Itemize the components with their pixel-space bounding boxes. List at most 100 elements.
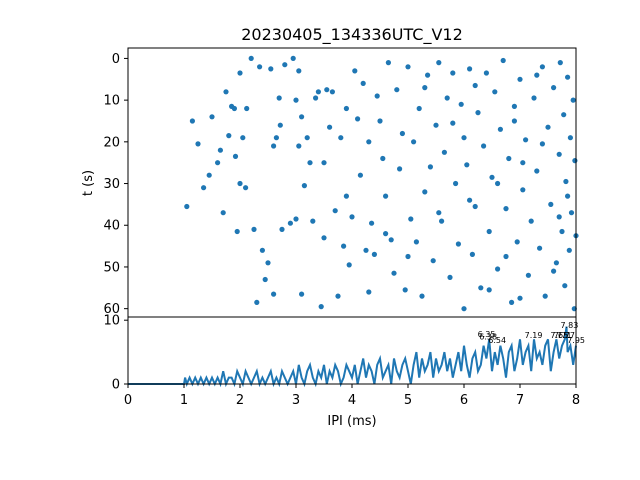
- raster-point: [413, 239, 419, 245]
- raster-point: [262, 276, 268, 283]
- raster-point: [209, 114, 215, 120]
- raster-point: [517, 76, 523, 82]
- raster-point: [481, 143, 487, 149]
- raster-point: [324, 87, 330, 93]
- raster-plot: 0 10 20 30 40 50 60 t (s): [81, 47, 579, 318]
- raster-point: [450, 120, 456, 126]
- raster-point: [399, 130, 405, 137]
- raster-point: [332, 208, 338, 214]
- ipi-x-tick-label: 8: [572, 393, 580, 408]
- raster-point: [184, 203, 190, 210]
- raster-point: [244, 105, 250, 112]
- ipi-x-tick-label: 5: [404, 393, 412, 408]
- ipi-series-line: [128, 326, 577, 388]
- raster-point: [234, 228, 240, 235]
- raster-point: [427, 164, 433, 170]
- raster-point: [450, 70, 456, 76]
- raster-point: [528, 218, 534, 224]
- raster-point: [380, 155, 386, 162]
- raster-point: [357, 172, 363, 178]
- raster-point: [251, 226, 257, 232]
- raster-point: [472, 203, 478, 210]
- peak-annotation-label: 6.54: [488, 336, 506, 345]
- raster-point: [405, 253, 411, 260]
- raster-point: [315, 89, 321, 95]
- raster-point: [567, 135, 574, 141]
- raster-point: [565, 74, 571, 80]
- raster-point: [237, 70, 243, 76]
- raster-point: [467, 197, 473, 203]
- raster-point: [296, 68, 302, 74]
- raster-point: [553, 260, 560, 266]
- raster-point: [254, 299, 260, 305]
- raster-point: [201, 185, 207, 191]
- raster-point: [296, 143, 302, 149]
- ipi-x-axis-label: IPI (ms): [327, 414, 376, 429]
- raster-point: [369, 220, 375, 226]
- raster-axes-frame: [127, 47, 577, 318]
- raster-point: [299, 291, 305, 297]
- raster-point: [419, 293, 425, 299]
- raster-point: [327, 124, 333, 130]
- raster-point: [273, 135, 279, 141]
- raster-point: [310, 218, 316, 224]
- ipi-x-tick-label: 6: [460, 393, 468, 408]
- raster-point: [405, 64, 411, 70]
- raster-point: [506, 155, 512, 162]
- raster-point: [492, 89, 498, 95]
- raster-point: [472, 82, 478, 89]
- raster-point: [271, 143, 277, 149]
- raster-point: [467, 66, 473, 72]
- raster-point: [453, 180, 459, 187]
- raster-point: [349, 214, 355, 220]
- raster-point: [562, 283, 568, 289]
- raster-point: [232, 153, 239, 159]
- raster-point: [366, 139, 372, 145]
- raster-point: [321, 160, 327, 166]
- raster-point: [290, 55, 296, 62]
- peak-annotation-label: 6.35: [478, 330, 496, 339]
- raster-point: [542, 293, 548, 299]
- raster-point: [352, 68, 358, 74]
- raster-point: [489, 174, 495, 180]
- raster-point: [447, 274, 453, 280]
- raster-point: [430, 258, 436, 264]
- raster-point: [257, 64, 263, 70]
- raster-point: [500, 57, 506, 64]
- raster-point: [343, 193, 349, 199]
- chart-title: 20230405_134336UTC_V12: [241, 25, 463, 45]
- raster-point: [206, 172, 212, 178]
- raster-point: [444, 95, 450, 101]
- raster-y-ticks: 0 10 20 30 40 50 60: [103, 52, 128, 317]
- raster-point: [195, 141, 201, 147]
- raster-y-tick-label: 40: [103, 219, 120, 234]
- raster-point: [360, 80, 366, 86]
- raster-point: [383, 231, 389, 237]
- raster-point: [525, 272, 532, 278]
- raster-point: [259, 247, 265, 253]
- raster-point: [425, 72, 431, 78]
- ipi-axes-frame: [127, 316, 577, 385]
- raster-point: [534, 72, 540, 78]
- raster-point: [226, 133, 232, 139]
- raster-point: [279, 226, 285, 232]
- peak-annotation-label: 7.83: [560, 321, 578, 330]
- raster-point: [371, 251, 377, 257]
- raster-point: [268, 66, 274, 72]
- raster-point: [341, 243, 347, 249]
- raster-point: [231, 105, 237, 112]
- raster-point: [548, 201, 554, 207]
- ipi-x-tick-label: 0: [124, 393, 132, 408]
- raster-point: [385, 60, 391, 66]
- raster-point: [318, 304, 324, 310]
- raster-y-tick-label: 10: [103, 94, 120, 109]
- raster-point: [383, 193, 389, 199]
- raster-point: [495, 266, 501, 272]
- ipi-x-tick-label: 7: [516, 393, 524, 408]
- raster-point: [464, 162, 470, 168]
- raster-point: [402, 287, 408, 293]
- raster-point: [559, 228, 565, 235]
- raster-point: [509, 299, 515, 305]
- ipi-y-ticks: 0 10: [103, 314, 128, 393]
